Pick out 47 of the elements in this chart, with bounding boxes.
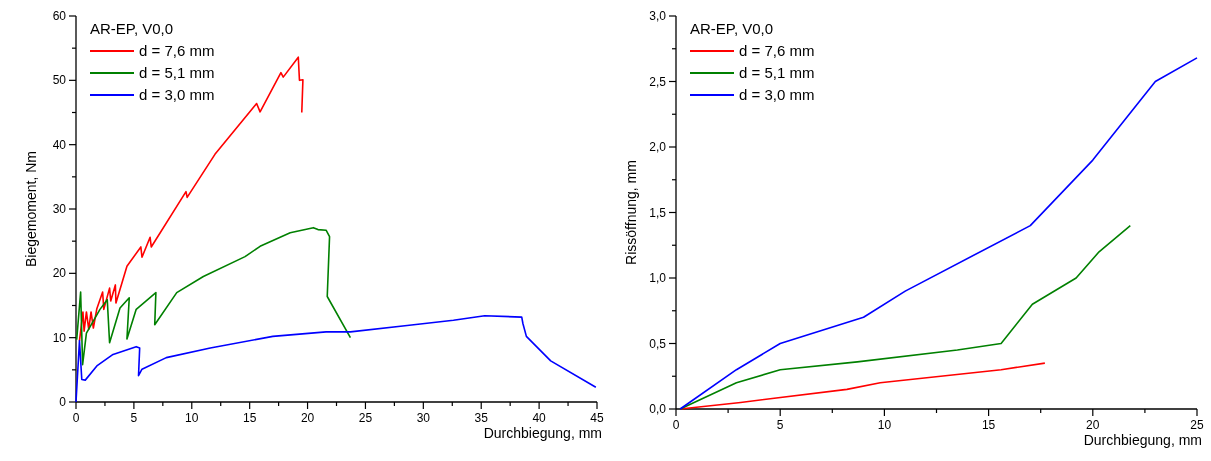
x-tick-label: 40: [532, 411, 547, 425]
line-series: [679, 57, 1198, 410]
line-series: [78, 56, 304, 342]
x-tick-label: 0: [672, 418, 680, 432]
y-tick-label: 20: [52, 266, 67, 281]
y-tick-label: 2,0: [649, 140, 667, 154]
x-axis-title: Durchbiegung, mm: [1083, 432, 1202, 448]
legend-label: d = 3,0 mm: [739, 86, 815, 103]
x-tick-label: 20: [1086, 418, 1100, 432]
y-tick-label: 0,0: [649, 402, 667, 416]
y-axis-title: Rissöffnung, mm: [623, 160, 639, 265]
y-tick-label: 60: [52, 9, 67, 23]
x-tick-label: 25: [1190, 418, 1204, 432]
x-tick-label: 20: [300, 411, 315, 425]
y-tick-label: 30: [52, 202, 67, 216]
legend-title: AR-EP, V0,0: [90, 20, 174, 37]
y-tick-label: 0,5: [649, 336, 667, 351]
y-axis-title: Biegemoment, Nm: [23, 151, 39, 267]
x-tick-label: 10: [185, 411, 199, 425]
y-tick-label: 1,5: [649, 205, 667, 220]
x-axis-title: Durchbiegung, mm: [483, 425, 602, 441]
x-tick-label: 15: [242, 411, 257, 425]
legend-label: d = 3,0 mm: [139, 86, 215, 103]
x-tick-label: 5: [130, 411, 138, 425]
x-tick-label: 45: [590, 411, 604, 425]
x-tick-label: 0: [72, 411, 80, 425]
x-tick-label: 15: [981, 418, 996, 432]
legend-label: d = 5,1 mm: [739, 64, 815, 81]
y-tick-label: 10: [52, 330, 67, 345]
legend-label: d = 5,1 mm: [139, 64, 215, 81]
line-series: [679, 224, 1132, 410]
y-tick-label: 40: [52, 137, 67, 152]
x-tick-label: 25: [358, 411, 373, 425]
line-series: [75, 226, 352, 366]
x-tick-label: 5: [776, 418, 784, 432]
line-series: [679, 362, 1046, 410]
x-tick-label: 30: [416, 411, 431, 425]
x-tick-label: 10: [877, 418, 892, 432]
y-tick-label: 0: [59, 395, 67, 409]
legend-label: d = 7,6 mm: [739, 42, 815, 59]
y-tick-label: 3,0: [649, 9, 667, 23]
legend-title: AR-EP, V0,0: [690, 20, 774, 37]
y-tick-label: 2,5: [649, 74, 667, 89]
x-tick-label: 35: [474, 411, 489, 425]
y-tick-label: 50: [52, 73, 67, 88]
y-tick-label: 1,0: [649, 271, 667, 285]
legend-label: d = 7,6 mm: [139, 42, 215, 59]
